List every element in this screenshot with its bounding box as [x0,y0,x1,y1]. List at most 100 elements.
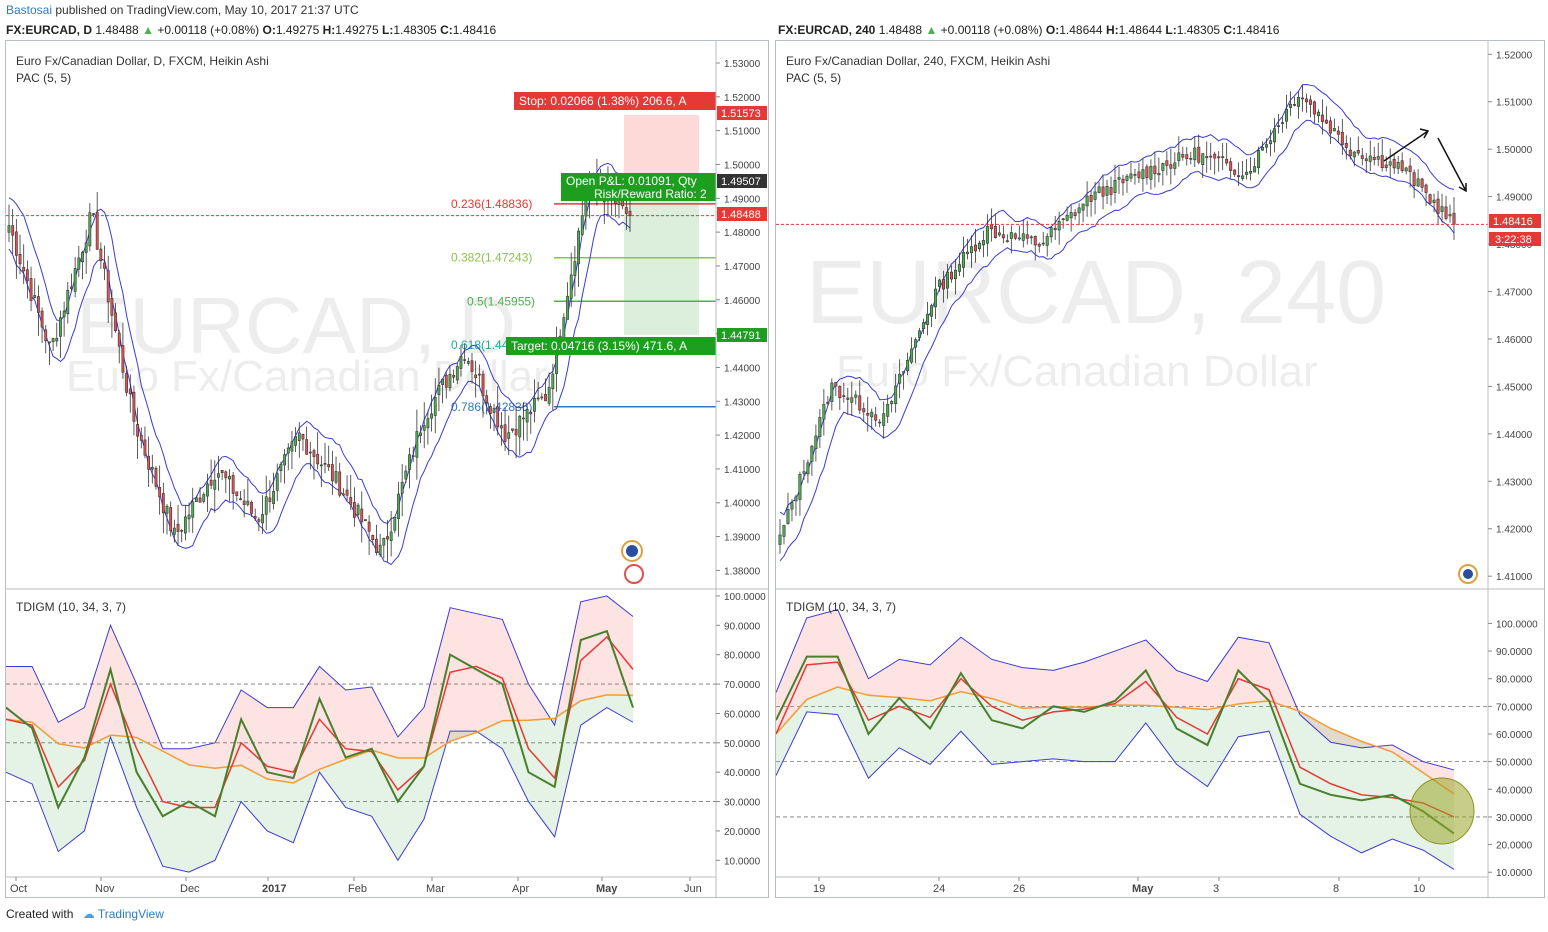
right-watermark-name: Euro Fx/Canadian Dollar [836,347,1318,396]
candle-body [29,278,33,301]
candle-body [397,493,400,519]
candle-body [886,403,890,417]
candle-body [452,375,456,378]
osc-tick-label: 90.0000 [1496,647,1533,658]
candle-body [99,248,103,262]
fib-level-label: 0.5(1.45955) [467,294,535,308]
right-time-axis[interactable]: 19 24 26 May 3 8 10 [813,877,1425,895]
right-price-axis[interactable]: 1.520001.510001.500001.490001.480001.470… [1488,50,1533,583]
candle-body [1265,144,1269,148]
candle-body [319,464,323,467]
candle-body [511,428,514,431]
candle-body [444,374,448,388]
candle-body [364,519,367,521]
candle-body [1368,155,1372,162]
candle-body [949,271,953,280]
pnl-label-box [561,173,716,201]
candle-body [782,525,786,537]
left-chart-svg[interactable]: EURCAD, D Euro Fx/Canadian Dollar 0.236(… [6,41,768,897]
candle-body [88,212,92,247]
candle-body [279,464,283,472]
candle-body [125,373,128,393]
candle-body [918,330,922,338]
price-tick-label: 1.42000 [1496,525,1533,536]
candle-body [882,413,886,426]
candle-body [1117,177,1121,180]
candle-body [433,397,437,416]
candle-body [1221,156,1225,158]
signal-line [6,635,634,809]
candle-body [842,395,846,397]
tradingview-link[interactable]: TradingView [97,907,164,921]
candle-body [1237,175,1241,178]
candle-body [235,491,239,496]
candle-body [150,466,154,470]
candle-body [1005,240,1009,243]
candle-body [981,240,985,246]
fib-level-label: 0.236(1.48836) [451,197,532,211]
down-arrow-annotation[interactable] [1437,137,1467,192]
candle-body [1045,236,1049,246]
published-text: published on TradingView.com, May 10, 20… [55,3,359,17]
candle-body [1444,206,1448,219]
candle-body [957,264,961,272]
right-oscillator-axis[interactable]: 100.0000 90.0000 80.0000 70.0000 60.0000 50.0… [1488,619,1538,879]
candle-body [84,242,88,253]
candle-body [419,432,422,436]
candle-body [628,210,632,216]
time-tick-label: 19 [813,883,825,895]
ca-flag-icon[interactable] [624,564,644,584]
candle-body [341,493,345,496]
candle-body [1097,186,1101,193]
time-tick-label: May [596,883,618,895]
candle-body [371,534,375,540]
left-chart-panel[interactable]: EURCAD, D Euro Fx/Canadian Dollar 0.236(… [5,40,769,898]
candle-body [44,329,48,342]
left-oscillator-axis[interactable]: 100.0000 90.0000 80.0000 70.0000 60.0000 50.0… [716,592,766,867]
candle-body [463,359,467,361]
candle-body [386,536,389,540]
candle-body [231,475,235,494]
candle-body [1181,154,1185,158]
candle-body [422,425,426,431]
osc-tick-label: 10.0000 [1496,868,1533,879]
candle-body [890,401,894,405]
candle-body [1069,212,1073,219]
candle-body [798,474,802,500]
candle-body [305,439,309,455]
candle-body [544,394,547,402]
candle-body [942,279,946,290]
right-chart-svg[interactable]: EURCAD, 240 Euro Fx/Canadian Dollar Euro… [776,41,1544,897]
up-arrow-annotation[interactable] [1383,130,1429,162]
time-tick-label: Oct [10,883,27,895]
candle-body [301,434,305,440]
left-time-axis[interactable]: Oct Nov Dec 2017 Feb Mar Apr May Jun [10,877,702,895]
candle-body [1344,142,1348,148]
candle-body [183,516,187,534]
candle-body [1001,234,1005,239]
author-link[interactable]: Bastosai [6,3,53,17]
candle-body [898,373,902,384]
highlight-ellipse[interactable] [1409,777,1475,845]
candle-body [786,509,790,524]
left-watermark-name: Euro Fx/Canadian Dollar [66,352,548,401]
candle-body [1296,96,1300,107]
candle-body [77,257,81,270]
time-tick-label: 24 [933,883,945,895]
candle-body [580,215,584,235]
right-chart-panel[interactable]: EURCAD, 240 Euro Fx/Canadian Dollar Euro… [775,40,1545,898]
candle-body [914,339,918,348]
candle-body [1424,184,1428,193]
candle-body [1277,125,1281,128]
candle-body [356,504,360,515]
candle-body [1440,206,1444,213]
left-price-axis[interactable]: 1.53000 1.52000 1.51000 1.50000 1.49000 1.480… [716,59,761,577]
candle-body [110,298,114,316]
candle-body [217,473,220,478]
candle-body [121,345,125,373]
candle-body [507,432,511,439]
candle-body [525,409,529,423]
osc-tick-label: 40.0000 [724,768,761,779]
price-tick-label: 1.38000 [724,566,761,577]
candle-body [246,500,250,505]
